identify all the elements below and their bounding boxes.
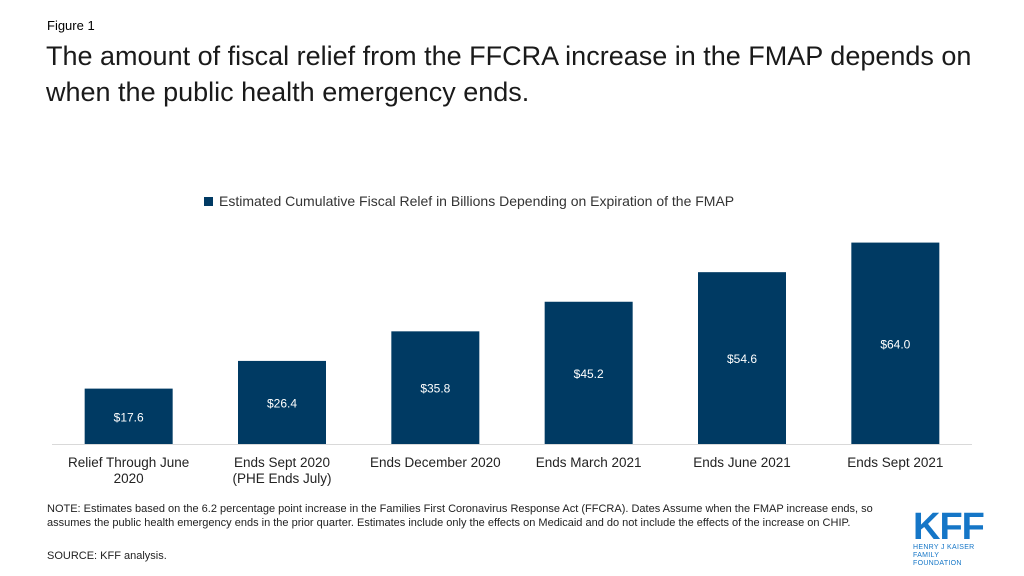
bar xyxy=(698,272,786,444)
x-tick-label: Ends Sept 2021 xyxy=(847,455,943,470)
data-label: $17.6 xyxy=(114,410,144,424)
chart-note: NOTE: Estimates based on the 6.2 percent… xyxy=(47,503,873,529)
logo-wordmark: KFF xyxy=(913,506,985,548)
chart-source: SOURCE: KFF analysis. xyxy=(47,550,167,562)
bar xyxy=(544,301,633,444)
kff-logo: KFF HENRY J KAISER FAMILY FOUNDATION xyxy=(913,506,989,568)
legend-swatch xyxy=(204,196,213,206)
x-tick-label: Relief Through June xyxy=(68,455,189,470)
data-label: $26.4 xyxy=(267,396,297,410)
legend-label: Estimated Cumulative Fiscal Relef in Bil… xyxy=(219,193,735,209)
x-tick-label: Ends Sept 2020 xyxy=(234,455,330,470)
chart-legend: Estimated Cumulative Fiscal Relef in Bil… xyxy=(204,193,734,209)
data-label: $54.6 xyxy=(727,352,757,366)
x-tick-label: Ends March 2021 xyxy=(536,455,642,470)
x-tick-label: Ends December 2020 xyxy=(370,455,501,470)
page-title: The amount of fiscal relief from the FFC… xyxy=(46,41,972,107)
bar xyxy=(851,242,940,444)
logo-subtitle-line2: FAMILY FOUNDATION xyxy=(913,552,962,567)
x-tick-label: Ends June 2021 xyxy=(693,455,791,470)
bar xyxy=(238,360,326,444)
logo-subtitle-line1: HENRY J KAISER xyxy=(913,544,975,551)
x-tick-label: 2020 xyxy=(114,471,144,486)
data-label: $35.8 xyxy=(420,382,450,396)
bar xyxy=(84,388,173,444)
bar xyxy=(391,331,480,444)
data-label: $64.0 xyxy=(880,337,910,351)
figure-label: Figure 1 xyxy=(47,18,95,33)
data-label: $45.2 xyxy=(574,367,604,381)
x-tick-label: (PHE Ends July) xyxy=(232,471,331,486)
